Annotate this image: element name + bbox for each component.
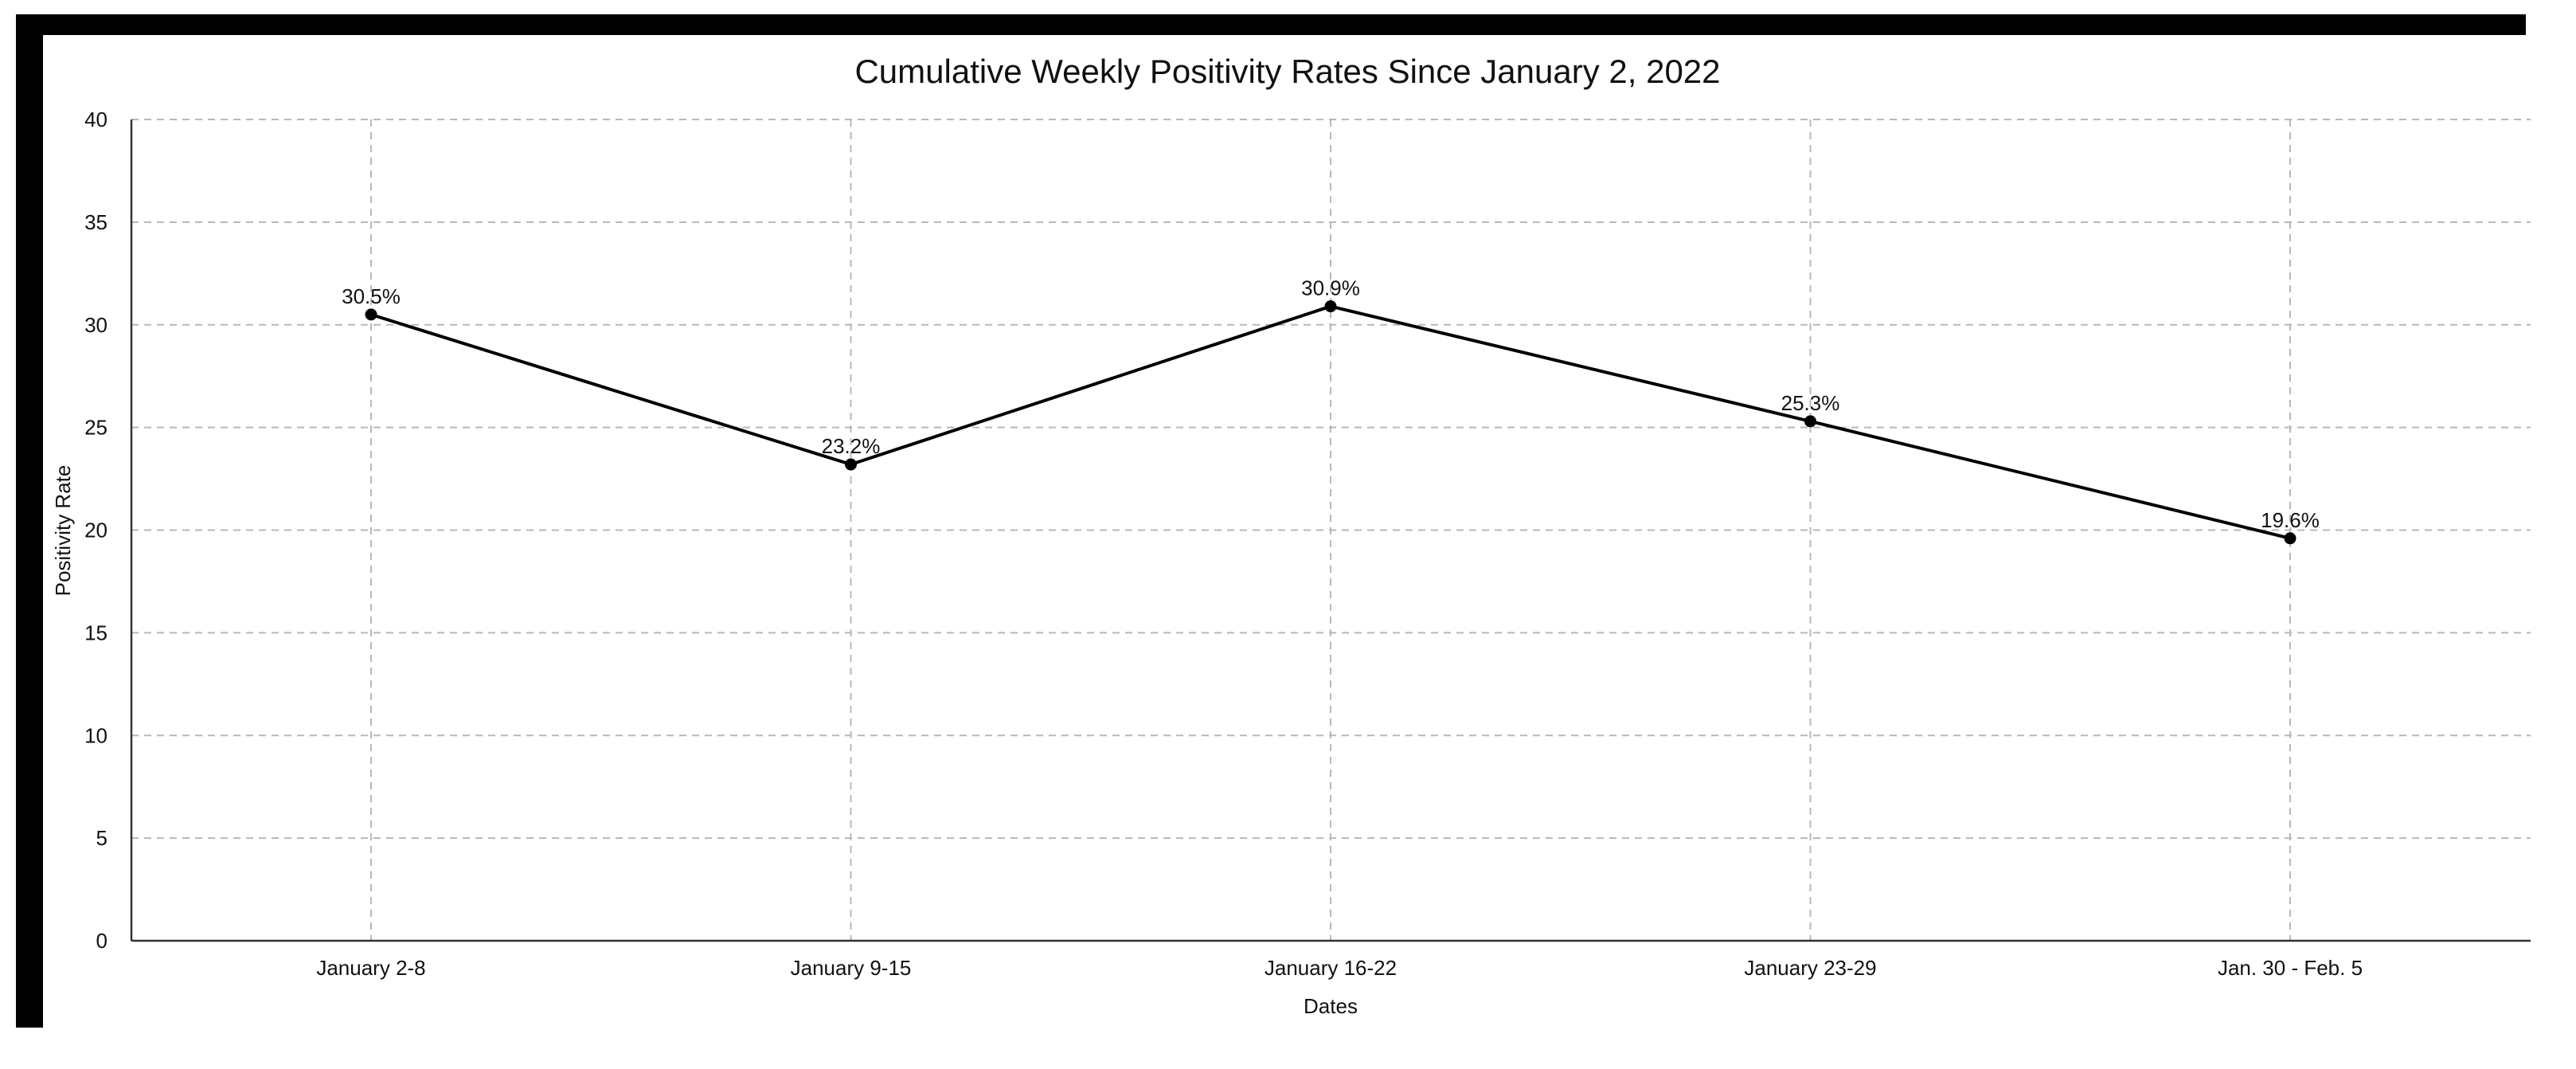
x-tick-label: January 16-22	[1265, 956, 1397, 980]
x-axis-label: Dates	[1304, 994, 1358, 1018]
data-label: 23.2%	[822, 434, 881, 458]
chart-panel	[43, 35, 2531, 1037]
data-point	[1804, 415, 1816, 428]
y-tick-label: 5	[96, 826, 107, 850]
ticks-layer: 0 5 10 15 20 25 30 35 40 January 2-8 January 9-15 J…	[84, 108, 2363, 980]
axes-layer	[130, 119, 2531, 942]
data-label: 30.9%	[1301, 276, 1360, 300]
y-tick-label: 0	[96, 929, 107, 953]
data-point	[845, 458, 857, 471]
y-tick-label: 40	[84, 108, 107, 131]
y-axis-label: Positivity Rate	[51, 465, 75, 597]
data-point	[365, 308, 377, 321]
y-tick-label: 20	[84, 519, 107, 542]
y-tick-label: 35	[84, 210, 107, 234]
y-tick-label: 10	[84, 723, 107, 747]
series-layer	[365, 300, 2297, 545]
y-tick-label: 30	[84, 313, 107, 337]
x-tick-label: January 9-15	[791, 956, 912, 980]
data-point	[1324, 300, 1337, 313]
grid-layer	[131, 119, 2531, 941]
y-tick-label: 15	[84, 621, 107, 644]
chart-title: Cumulative Weekly Positivity Rates Since…	[854, 53, 1720, 90]
x-tick-label: Jan. 30 - Feb. 5	[2218, 956, 2363, 980]
data-point	[2284, 532, 2297, 545]
data-label: 25.3%	[1781, 391, 1840, 415]
x-tick-label: January 2-8	[316, 956, 425, 980]
data-label: 19.6%	[2261, 508, 2320, 532]
y-tick-label: 25	[84, 416, 107, 440]
data-label: 30.5%	[342, 284, 401, 308]
data-labels-layer: 30.5% 23.2% 30.9% 25.3% 19.6%	[342, 276, 2320, 532]
x-tick-label: January 23-29	[1744, 956, 1876, 980]
